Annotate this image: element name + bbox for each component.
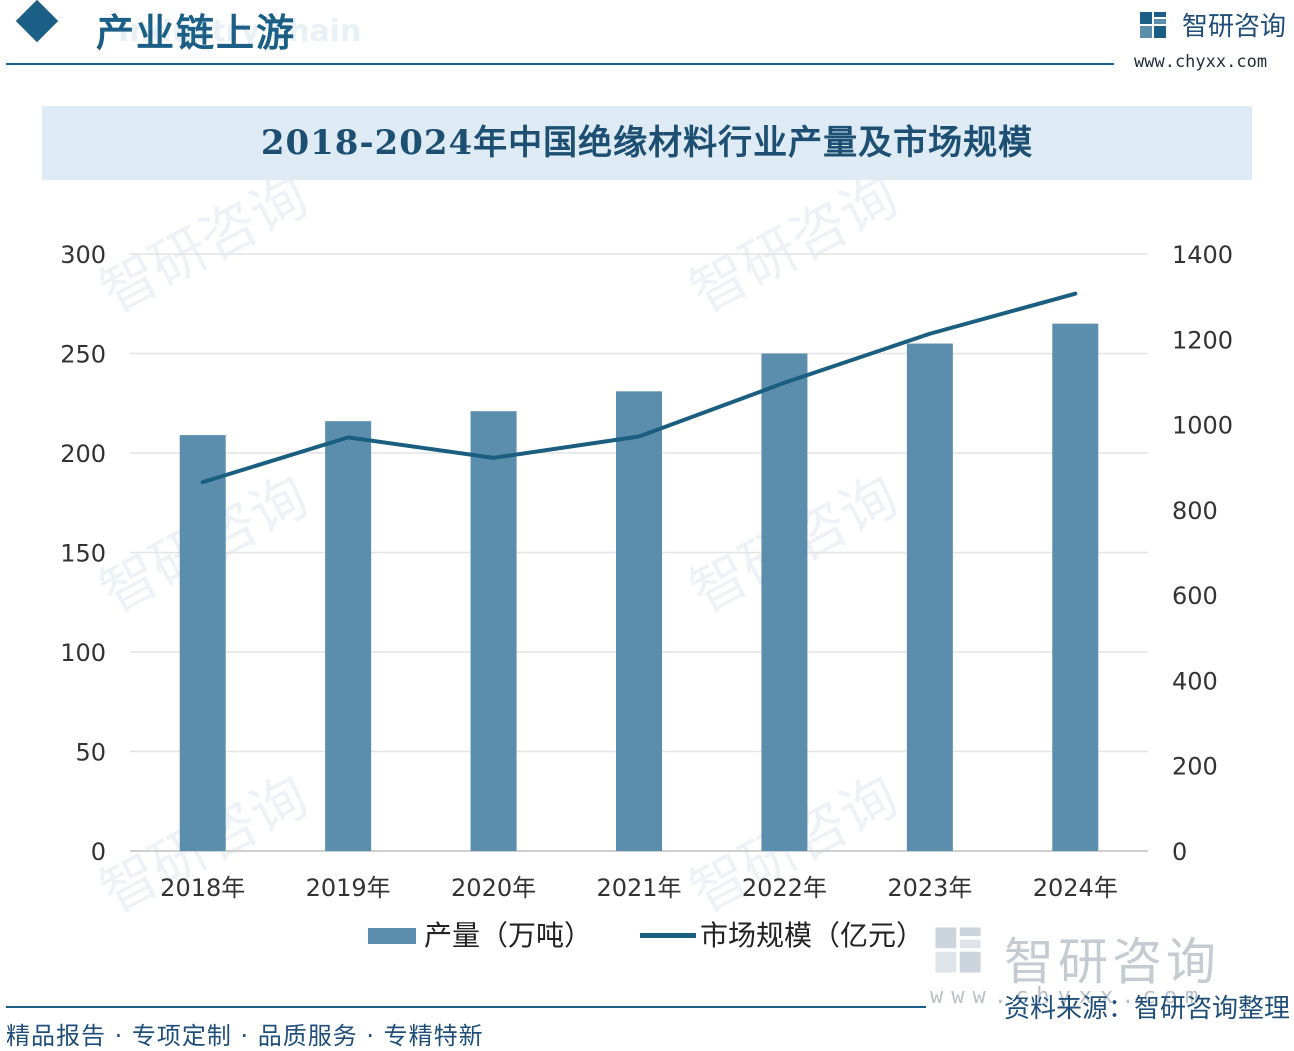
left-axis-tick-label: 200: [60, 440, 106, 468]
legend-line-swatch: [640, 933, 696, 938]
footer-divider: [6, 1006, 926, 1008]
chart-legend: 产量（万吨） 市场规模（亿元）: [0, 914, 1294, 958]
legend-bar-swatch: [368, 928, 416, 944]
watermark-logo-icon: [935, 927, 981, 973]
x-axis-ticks: 2018年 2019年 2020年 2021年 2022年 2023年 2024年: [160, 874, 1118, 902]
x-axis-tick-label: 2021年: [596, 874, 681, 902]
bar: [1052, 323, 1099, 851]
right-axis-tick-label: 400: [1172, 667, 1218, 695]
series-line: [200, 291, 1078, 485]
left-axis-tick-label: 300: [60, 241, 106, 269]
x-axis-tick-label: 2019年: [306, 874, 391, 902]
x-axis-tick-label: 2024年: [1033, 874, 1118, 902]
left-axis-tick-label: 0: [91, 838, 106, 866]
left-axis-tick-label: 150: [60, 540, 106, 568]
brand-logo-icon: [1140, 12, 1166, 38]
production-bars: [179, 323, 1099, 851]
left-axis-tick-label: 100: [60, 639, 106, 667]
bar: [761, 353, 808, 851]
right-axis-tick-label: 1000: [1172, 412, 1233, 440]
x-axis-tick-label: 2022年: [742, 874, 827, 902]
legend-line-label: 市场规模（亿元）: [700, 919, 925, 952]
left-axis-tick-label: 250: [60, 341, 106, 369]
bar: [906, 343, 953, 851]
page-header: Industry chain 产业链上游 智研咨询 www.chyxx.com: [0, 0, 1294, 72]
footer-tagline: 精品报告 · 专项定制 · 品质服务 · 专精特新: [6, 1022, 484, 1050]
right-axis-tick-label: 600: [1172, 582, 1218, 610]
bar: [179, 435, 226, 851]
brand-name: 智研咨询: [1182, 12, 1287, 42]
left-axis-ticks: 0 50 100 150 200 250 300: [60, 241, 106, 866]
right-axis-ticks: 0 200 400 600 800 1000 1200 1400: [1172, 241, 1233, 866]
header-divider: [6, 63, 1114, 65]
section-title: 产业链上游: [96, 11, 297, 55]
right-axis-tick-label: 1400: [1172, 241, 1233, 269]
x-axis-tick-label: 2018年: [160, 874, 245, 902]
watermark-url: www.chyxx.com: [930, 984, 1207, 1009]
chart-title: 2018-2024年中国绝缘材料行业产量及市场规模: [42, 106, 1252, 180]
right-axis-tick-label: 800: [1172, 497, 1218, 525]
left-axis-tick-label: 50: [75, 739, 106, 767]
x-axis-tick-label: 2020年: [451, 874, 536, 902]
right-axis-tick-label: 1200: [1172, 326, 1233, 354]
legend-bar-label: 产量（万吨）: [424, 919, 593, 952]
watermark-brand: 智研咨询: [1004, 933, 1220, 991]
right-axis-tick-label: 0: [1172, 838, 1187, 866]
x-axis-tick-label: 2023年: [887, 874, 972, 902]
bar: [616, 391, 662, 851]
right-axis-tick-label: 200: [1172, 753, 1218, 781]
market-size-line: [200, 291, 1078, 485]
source-note: 资料来源：智研咨询整理: [1004, 994, 1291, 1024]
brand-url: www.chyxx.com: [1134, 52, 1268, 72]
bar: [325, 421, 372, 851]
bar: [470, 411, 517, 851]
